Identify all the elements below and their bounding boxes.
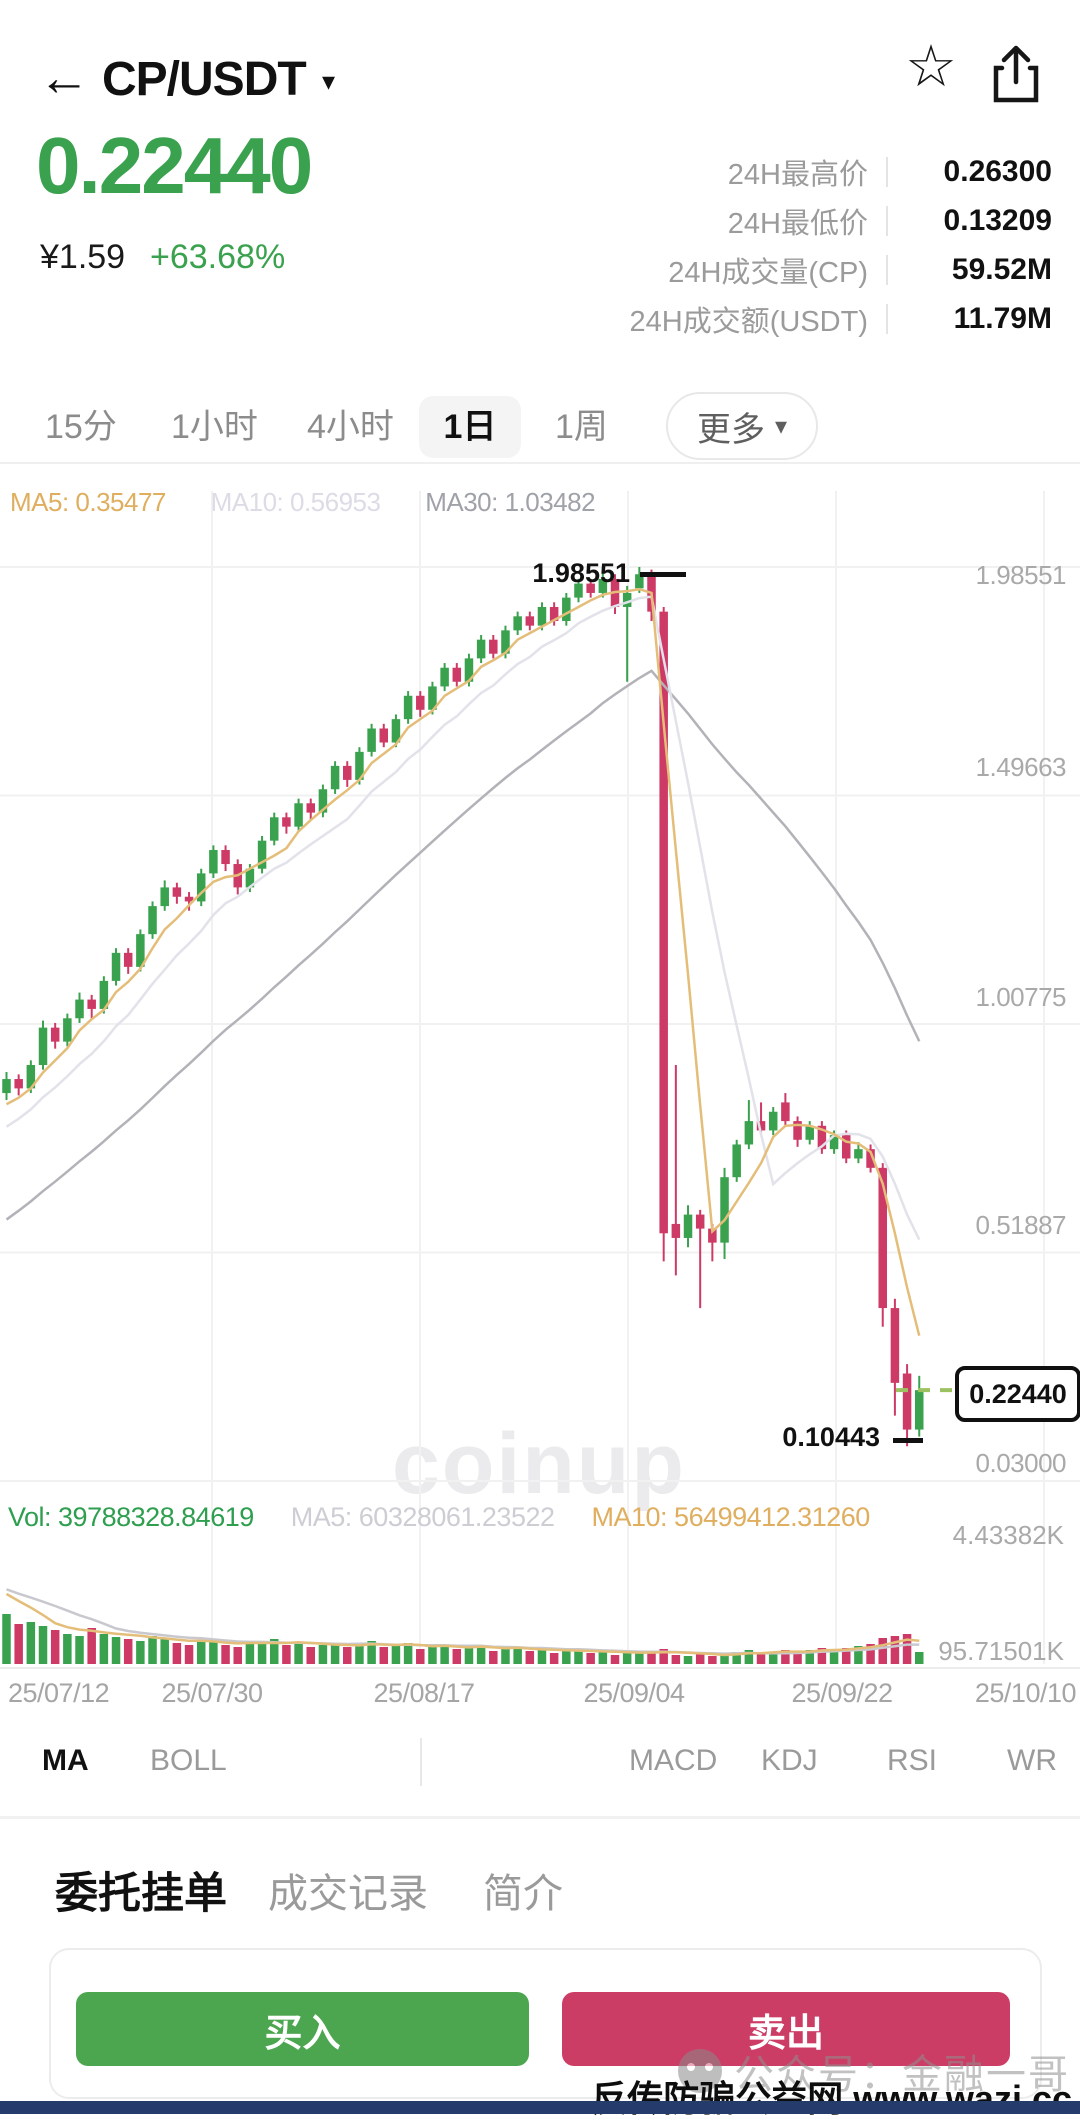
more-timeframes-button[interactable]: 更多 ▾ xyxy=(666,392,818,460)
ma10-label: MA10: 0.56953 xyxy=(210,487,381,517)
indicator-tab-macd[interactable]: MACD xyxy=(629,1744,718,1777)
back-icon[interactable]: ← xyxy=(38,49,90,107)
volume-axis-label: 95.71501K xyxy=(938,1636,1064,1666)
chevron-down-icon: ▾ xyxy=(774,412,788,440)
stat-value: 11.79M xyxy=(953,302,1052,335)
current-price-tag[interactable]: 0.22440 xyxy=(955,1366,1080,1422)
volume-axis-label: 4.43382K xyxy=(952,1520,1064,1550)
chart-canvas[interactable] xyxy=(0,467,1080,1672)
x-axis-label: 25/08/17 xyxy=(373,1678,475,1708)
tab-1hour[interactable]: 1小时 xyxy=(171,408,258,446)
volume-legend: Vol: 39788328.84619 MA5: 60328061.23522 … xyxy=(8,1502,900,1533)
last-price: 0.22440 xyxy=(36,121,313,210)
tab-4hour[interactable]: 4小时 xyxy=(307,408,394,446)
buy-button[interactable]: 买入 xyxy=(76,1992,529,2066)
wechat-watermark-text: 公众号：金融一哥 xyxy=(734,2053,1070,2097)
tab-1day-active[interactable]: 1日 xyxy=(419,396,521,458)
ma-legend: MA5: 0.35477 MA10: 0.56953 MA30: 1.03482 xyxy=(10,487,633,518)
tab-intro[interactable]: 简介 xyxy=(483,1872,563,1916)
divider xyxy=(420,1738,422,1786)
high-price-marker xyxy=(640,572,686,577)
low-price-label: 0.10443 xyxy=(782,1422,880,1452)
sell-button[interactable]: 卖出 xyxy=(562,1992,1010,2066)
x-axis-label: 25/09/22 xyxy=(791,1678,893,1708)
stat-label: 24H成交额(USDT) xyxy=(629,306,868,338)
indicator-tab-ma[interactable]: MA xyxy=(42,1744,89,1777)
site-watermark: 反传防骗公益网 www.wazi.cc xyxy=(591,2078,1072,2119)
tab-open-orders[interactable]: 委托挂单 xyxy=(55,1870,227,1918)
vol-ma5-label: MA5: 60328061.23522 xyxy=(290,1502,555,1532)
tab-1week[interactable]: 1周 xyxy=(555,408,608,446)
vol-label: Vol: 39788328.84619 xyxy=(8,1502,254,1532)
chart-watermark: coinup xyxy=(392,1416,686,1512)
change-percent: +63.68% xyxy=(150,238,286,276)
wechat-watermark: 公众号：金融一哥 xyxy=(678,2042,1070,2100)
y-axis-label: 1.98551 xyxy=(975,560,1067,590)
stat-value: 59.52M xyxy=(951,253,1052,286)
indicator-tab-rsi[interactable]: RSI xyxy=(887,1744,938,1777)
stat-value: 0.13209 xyxy=(943,204,1052,237)
ma5-label: MA5: 0.35477 xyxy=(10,487,166,517)
ma30-label: MA30: 1.03482 xyxy=(425,487,596,517)
x-axis-label: 25/10/10 xyxy=(974,1678,1077,1708)
x-axis-label: 25/07/12 xyxy=(8,1678,110,1708)
stat-24h-turnover: 24H成交额(USDT) 11.79M xyxy=(540,299,1052,339)
stat-divider xyxy=(886,255,888,285)
stat-label: 24H成交量(CP) xyxy=(668,257,868,289)
stat-label: 24H最高价 xyxy=(727,159,868,191)
vol-ma10-label: MA10: 56499412.31260 xyxy=(591,1502,871,1532)
indicator-tab-kdj[interactable]: KDJ xyxy=(761,1744,818,1777)
favorite-star-icon[interactable]: ☆ xyxy=(905,34,957,99)
divider xyxy=(0,462,1080,464)
divider xyxy=(0,1816,1080,1819)
low-price-marker xyxy=(893,1438,923,1443)
wechat-icon xyxy=(678,2049,722,2093)
stat-divider xyxy=(886,304,888,334)
y-axis-label: 1.49663 xyxy=(975,752,1067,782)
bottom-bar xyxy=(0,2101,1080,2114)
y-axis-label: 0.51887 xyxy=(975,1210,1067,1240)
stat-label: 24H最低价 xyxy=(727,208,868,240)
pair-dropdown-icon[interactable]: ▾ xyxy=(322,66,336,96)
y-axis-label: 0.03000 xyxy=(975,1448,1067,1478)
x-axis-label: 25/09/04 xyxy=(583,1678,685,1708)
stat-value: 0.26300 xyxy=(943,155,1052,188)
fiat-price: ¥1.59 xyxy=(40,238,126,276)
x-axis-label: 25/07/30 xyxy=(161,1678,263,1708)
tab-trade-history[interactable]: 成交记录 xyxy=(268,1872,428,1916)
kline-chart[interactable]: coinup MA5: 0.35477 MA10: 0.56953 MA30: … xyxy=(0,467,1080,1672)
page-title[interactable]: CP/USDT xyxy=(102,53,307,106)
indicator-tab-wr[interactable]: WR xyxy=(1007,1744,1057,1777)
high-price-label: 1.98551 xyxy=(532,558,630,588)
tab-15min[interactable]: 15分 xyxy=(45,408,117,446)
y-axis-label: 1.00775 xyxy=(975,982,1067,1012)
share-icon[interactable] xyxy=(988,44,1044,111)
more-label: 更多 xyxy=(696,410,765,449)
indicator-tab-boll[interactable]: BOLL xyxy=(150,1744,227,1777)
stat-24h-high: 24H最高价 0.26300 xyxy=(540,152,1052,192)
stat-divider xyxy=(886,157,888,187)
stat-divider xyxy=(886,206,888,236)
stat-24h-volume: 24H成交量(CP) 59.52M xyxy=(540,250,1052,290)
stat-24h-low: 24H最低价 0.13209 xyxy=(540,201,1052,241)
